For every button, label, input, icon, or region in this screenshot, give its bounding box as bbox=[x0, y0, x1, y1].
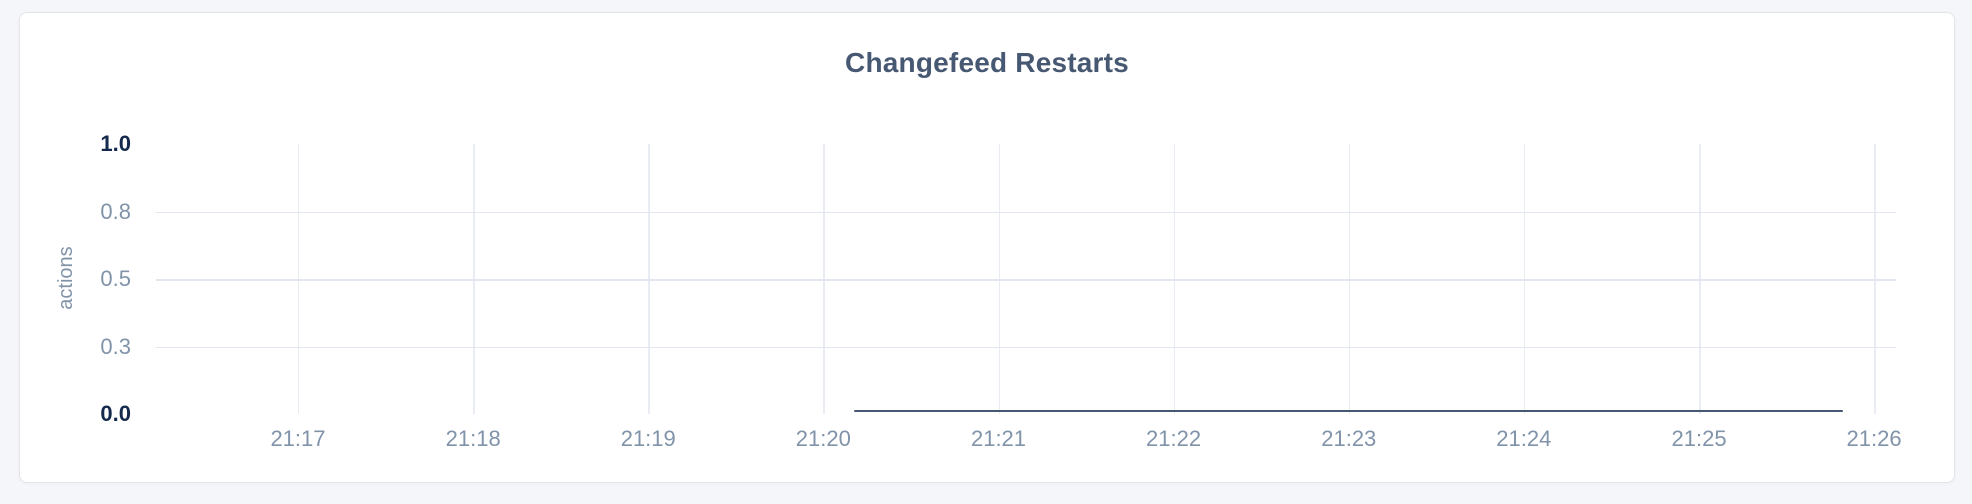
y-tick-label: 0.3 bbox=[100, 333, 131, 359]
x-tick-label: 21:21 bbox=[970, 426, 1027, 451]
x-tick-label: 21:17 bbox=[270, 426, 326, 451]
chart-title: Changefeed Restarts bbox=[845, 47, 1129, 78]
y-tick-label: 1.0 bbox=[100, 131, 131, 156]
x-tick-label: 21:18 bbox=[445, 426, 501, 451]
x-tick-label: 21:24 bbox=[1496, 426, 1552, 451]
plot-area[interactable] bbox=[156, 144, 1896, 414]
x-tick-label: 21:23 bbox=[1321, 426, 1377, 451]
series-line-changefeed-restarts bbox=[853, 410, 1843, 412]
x-tick-label: 21:22 bbox=[1146, 426, 1202, 451]
h-gridline bbox=[156, 211, 1896, 213]
y-tick-label: 0.8 bbox=[100, 198, 131, 224]
h-gridline bbox=[156, 346, 1896, 348]
y-tick-label: 0.0 bbox=[100, 401, 131, 426]
h-gridline bbox=[156, 279, 1896, 281]
x-tick-label: 21:26 bbox=[1846, 426, 1902, 451]
x-tick-label: 21:25 bbox=[1671, 426, 1727, 451]
x-tick-label: 21:20 bbox=[795, 426, 851, 451]
x-tick-label: 21:19 bbox=[620, 426, 676, 451]
y-tick-label: 0.5 bbox=[100, 266, 131, 291]
chart-card: Changefeed Restarts actions 21:17 21:18 21… bbox=[19, 12, 1955, 483]
